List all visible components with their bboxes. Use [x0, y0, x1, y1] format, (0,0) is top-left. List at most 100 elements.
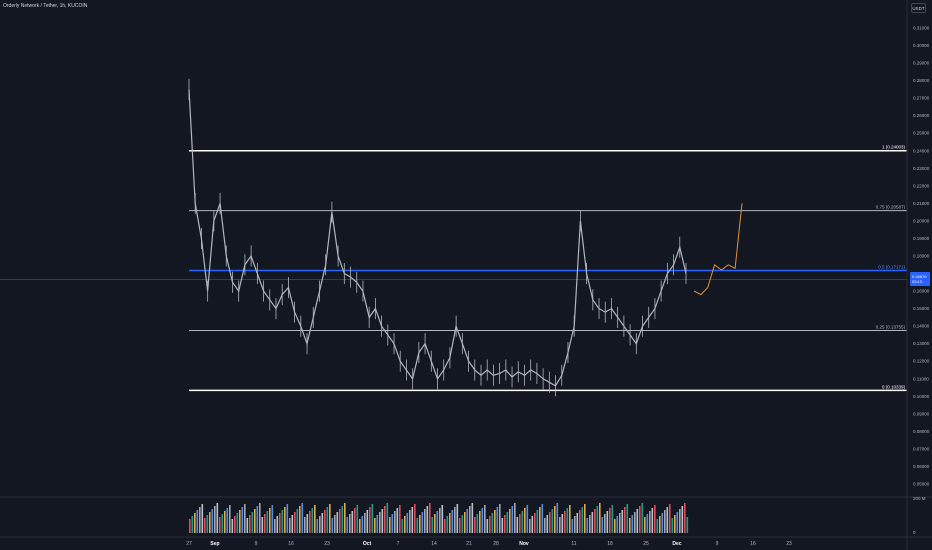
volume-bar	[274, 519, 276, 533]
volume-bar	[424, 509, 426, 533]
price-tick-label: 0.31000	[913, 26, 930, 31]
volume-bar	[481, 508, 484, 533]
volume-bar	[344, 503, 346, 533]
volume-bar	[399, 505, 401, 533]
volume-bar	[296, 509, 299, 533]
price-tick-label: 0.07000	[913, 446, 930, 451]
volume-bar	[451, 510, 454, 533]
volume-bar	[351, 511, 354, 533]
fibonacci-retracement[interactable]: 1 (0.24003) 0.75 (0.20587) 0.5 (0.17171) 0.…	[0, 145, 907, 392]
volume-bar	[306, 514, 309, 533]
time-tick-label: 16	[750, 541, 756, 547]
volume-bar	[651, 508, 654, 533]
volume-bar	[206, 515, 209, 533]
volume-bar	[544, 518, 546, 533]
volume-bar	[601, 517, 604, 533]
volume-bar	[409, 510, 411, 533]
time-tick-label: 23	[786, 541, 792, 547]
volume-bar	[404, 516, 406, 533]
volume-bar	[394, 511, 396, 533]
volume-bar	[286, 504, 289, 533]
volume-bar	[484, 505, 486, 533]
volume-bar	[509, 509, 511, 533]
current-price-badge: 0.16670 03:13	[910, 272, 930, 286]
volume-bar	[546, 515, 549, 533]
volume-bar	[661, 513, 664, 533]
volume-bar	[359, 519, 361, 533]
price-tick-label: 0.19000	[913, 236, 930, 241]
volume-bar	[504, 515, 506, 533]
volume-bar	[261, 517, 264, 533]
volume-bar	[216, 503, 219, 533]
volume-bar	[646, 514, 649, 533]
price-tick-label: 0.05000	[913, 482, 930, 487]
time-axis[interactable]: 27 Sep 9 16 23 Oct 7 14 21 28 Nov 11 18 25 Dec 9 16 23	[0, 536, 932, 547]
price-tick-label: 0.12000	[913, 359, 930, 364]
price-tick-label: 0.16000	[913, 289, 930, 294]
volume-bar	[324, 510, 326, 533]
volume-bar	[664, 510, 666, 533]
volume-bar	[624, 507, 626, 533]
price-tick-label: 0.26000	[913, 113, 930, 118]
time-tick-label: Dec	[672, 541, 681, 547]
volume-bar	[284, 507, 286, 533]
volume-bar	[681, 506, 684, 533]
volume-bar	[561, 514, 564, 533]
volume-bar	[326, 507, 329, 533]
volume-bar	[249, 515, 251, 533]
volume-bar	[291, 515, 294, 533]
volume-bar	[571, 519, 574, 533]
fib-level-label: 1 (0.24003)	[882, 145, 906, 150]
time-tick-label: Oct	[363, 541, 372, 547]
volume-bar	[531, 516, 534, 533]
currency-button[interactable]: USDT	[911, 3, 926, 13]
price-tick-label: 0.06000	[913, 464, 930, 469]
volume-bar	[524, 508, 526, 533]
price-axis[interactable]: 0.31000 0.30000 0.29000 0.28000 0.27000 0.260…	[906, 0, 930, 550]
volume-bar	[349, 514, 351, 533]
volume-bar	[671, 518, 674, 533]
fib-level-label: 0 (0.10339)	[882, 384, 906, 389]
volume-bar	[221, 514, 224, 533]
volume-bar	[389, 517, 391, 533]
volume-bar	[476, 514, 479, 533]
volume-bar	[679, 509, 681, 533]
volume-bar	[474, 517, 476, 533]
volume-bar	[439, 508, 441, 533]
price-tick-label: 0.13000	[913, 341, 930, 346]
volume-bar	[334, 515, 336, 533]
volume-bar	[446, 516, 449, 533]
volume-bar	[331, 518, 334, 533]
volume-bar	[269, 508, 271, 533]
volume-bar	[379, 512, 381, 533]
price-tick-label: 0.27000	[913, 96, 930, 101]
volume-bar	[549, 512, 551, 533]
volume-bar	[609, 508, 611, 533]
volume-bar	[591, 512, 594, 533]
volume-bar	[641, 503, 644, 533]
volume-bar	[391, 514, 394, 533]
volume-bar	[584, 504, 586, 533]
projection-path[interactable]	[693, 203, 743, 296]
volume-bar	[636, 509, 639, 533]
volume-bar	[556, 503, 559, 533]
volume-bar	[194, 513, 196, 533]
volume-bar	[586, 518, 589, 533]
volume-bar	[246, 518, 249, 533]
volume-bar	[201, 504, 204, 533]
volume-bar	[294, 512, 296, 533]
volume-bar	[419, 515, 421, 533]
volume-bar	[626, 504, 629, 533]
volume-bar	[521, 511, 524, 533]
volume-bar	[191, 516, 194, 533]
time-tick-label: 11	[571, 541, 576, 547]
volume-bar	[541, 504, 544, 533]
price-tick-label: 0.09000	[913, 411, 930, 416]
volume-pane: 200 M 0	[0, 496, 932, 535]
volume-bar	[219, 517, 221, 533]
volume-bar	[371, 504, 374, 533]
price-series	[188, 78, 687, 397]
volume-bar	[436, 511, 439, 533]
volume-bar	[596, 506, 599, 533]
